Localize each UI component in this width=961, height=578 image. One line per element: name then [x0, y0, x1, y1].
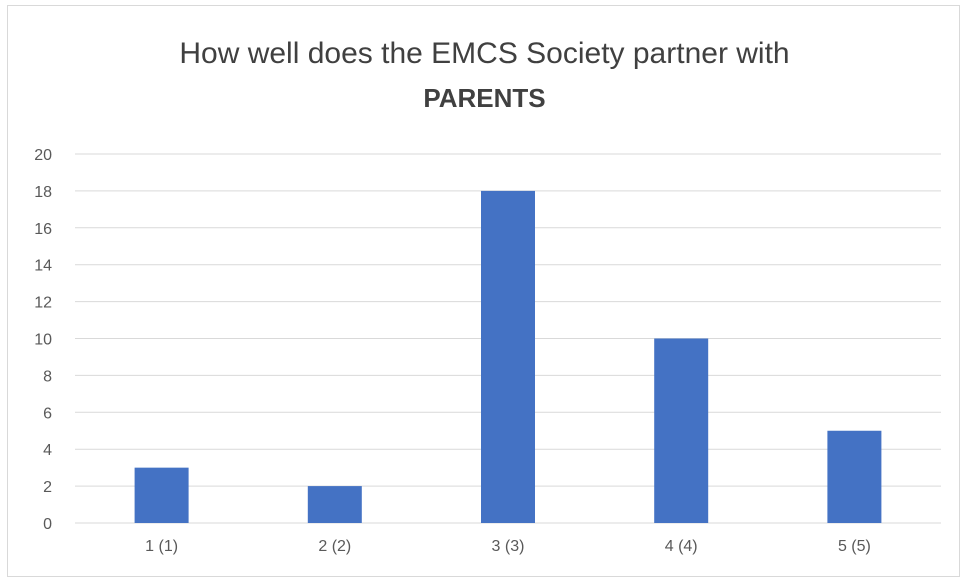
- bar-2: [307, 486, 362, 523]
- x-tick-label: 2 (2): [318, 538, 351, 555]
- y-tick-label: 6: [43, 405, 52, 422]
- y-tick-label: 4: [43, 442, 52, 459]
- bar-1: [134, 467, 189, 523]
- y-tick-label: 20: [34, 147, 52, 164]
- bar-chart-plot: 0 2 4 6 8 10 12 14 16 18 20 1 (1) 2 (2) 3 (3) 4 (4) 5 (…: [34, 147, 941, 555]
- chart-title-line-2: PARENTS: [423, 83, 546, 113]
- x-tick-label: 1 (1): [145, 538, 178, 555]
- y-tick-label: 0: [43, 516, 52, 533]
- bar-4: [654, 338, 709, 523]
- bar-5: [827, 430, 882, 523]
- y-tick-label: 8: [43, 368, 52, 385]
- x-tick-label: 4 (4): [665, 538, 698, 555]
- y-tick-label: 14: [34, 258, 52, 275]
- x-tick-label: 3 (3): [492, 538, 525, 555]
- y-tick-label: 16: [34, 221, 52, 238]
- y-tick-label: 2: [43, 479, 52, 496]
- x-tick-label: 5 (5): [838, 538, 871, 555]
- chart-title: How well does the EMCS Society partner w…: [8, 32, 961, 120]
- chart-frame: How well does the EMCS Society partner w…: [7, 5, 960, 577]
- bar-3: [481, 190, 535, 523]
- y-tick-label: 10: [34, 332, 52, 349]
- y-tick-label: 12: [34, 295, 52, 312]
- y-tick-label: 18: [34, 184, 52, 201]
- chart-title-line-1: How well does the EMCS Society partner w…: [179, 37, 790, 70]
